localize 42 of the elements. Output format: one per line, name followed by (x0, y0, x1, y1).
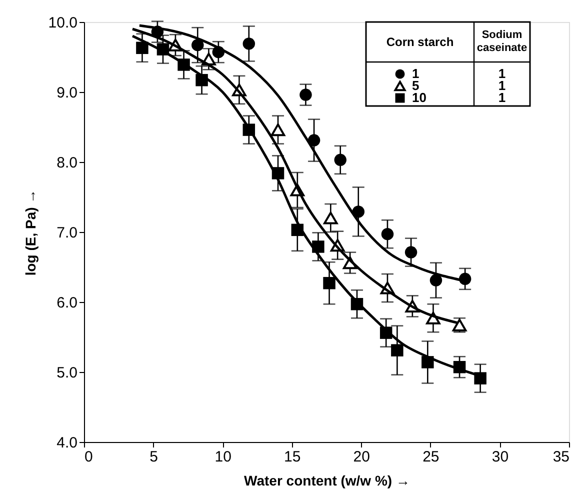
y-tick-label: 8.0 (56, 154, 78, 172)
point (192, 38, 204, 52)
point (324, 212, 338, 224)
x-axis-title: Water content (w/w %) → (244, 472, 410, 488)
x-tick-label: 0 (84, 448, 93, 466)
point (430, 274, 442, 286)
y-tick-label: 9.0 (56, 84, 78, 102)
y-tick-label: 4.0 (56, 434, 78, 452)
x-tick-label: 10 (214, 448, 232, 466)
point (391, 344, 404, 356)
legend-title: Corn starch (386, 35, 454, 49)
x-tick-label: 20 (353, 448, 370, 466)
x-tick-label: 35 (552, 448, 570, 466)
annotation: 1 (498, 66, 506, 81)
annotation: 1 (498, 90, 506, 105)
legend-label: 1 (412, 66, 420, 81)
point (308, 134, 320, 146)
x-tick-label: 5 (150, 448, 158, 466)
point (312, 240, 324, 253)
point (422, 356, 434, 368)
legend-label: 10 (412, 90, 426, 105)
annotation: 1 (498, 78, 506, 93)
annotation: Sodium caseinate (476, 29, 528, 54)
x-tick-label: 30 (492, 448, 509, 466)
point (270, 123, 286, 136)
point (242, 38, 256, 50)
y-tick-label: 6.0 (56, 294, 78, 312)
y-tick-label: 7.0 (56, 224, 78, 242)
x-tick-label: 15 (284, 448, 301, 466)
point (334, 154, 346, 166)
y-axis-title: log (E, Pa) → (22, 189, 38, 276)
point (474, 372, 486, 384)
point (404, 246, 418, 258)
point (300, 88, 312, 101)
legend-label: 5 (412, 78, 420, 93)
point (352, 206, 364, 218)
y-tick-label: 5.0 (56, 364, 78, 382)
point (323, 276, 336, 290)
x-tick-label: 25 (422, 448, 440, 466)
y-tick-label: 10.0 (48, 14, 78, 32)
point (136, 42, 148, 54)
point (381, 228, 394, 240)
